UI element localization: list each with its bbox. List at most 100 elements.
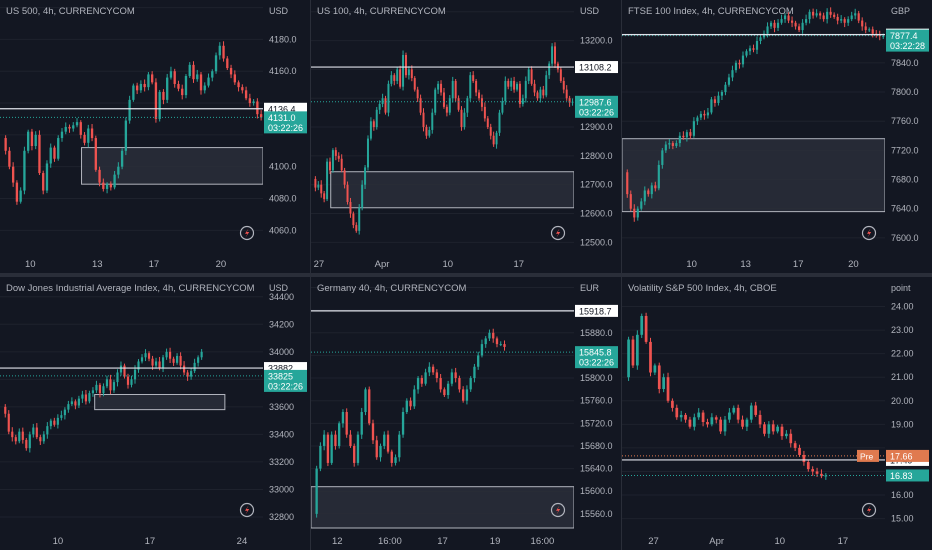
candle-body (657, 164, 660, 189)
lightning-icon[interactable] (550, 502, 566, 518)
zone-rect[interactable] (81, 147, 264, 185)
candle-body (233, 74, 236, 83)
price-axis[interactable] (263, 277, 310, 550)
candle-body (95, 384, 98, 391)
candle-body (381, 98, 384, 104)
candle-body (196, 74, 199, 80)
candle-body (74, 401, 77, 406)
price-axis[interactable] (885, 277, 932, 550)
lightning-icon[interactable] (239, 502, 255, 518)
current-price-text: 4131.0 (268, 113, 296, 123)
x-tick-label: 17 (838, 536, 849, 547)
candle-body (396, 69, 399, 81)
candle-body (824, 475, 828, 477)
x-tick-label: Apr (709, 536, 724, 547)
chart-panel[interactable]: FTSE 100 Index, 4h, CURRENCYCOM GBP 7600.0… (622, 0, 932, 273)
currency-label: point (891, 283, 911, 293)
candle-body (241, 87, 244, 91)
candle-body (771, 424, 775, 432)
chart-title: US 500, 4h, CURRENCYCOM (6, 6, 135, 17)
candle-body (45, 163, 49, 191)
candle-body (489, 127, 492, 136)
chart-title: Volatility S&P 500 Index, 4h, CBOE (628, 283, 777, 294)
chart-panel[interactable]: Dow Jones Industrial Average Index, 4h, … (0, 277, 310, 550)
y-tick-label: 33200 (269, 457, 294, 467)
y-tick-label: 7600.0 (891, 233, 919, 243)
candle-body (640, 315, 644, 335)
x-tick-label: 13 (92, 259, 103, 270)
candle-body (559, 69, 562, 81)
candle-body (762, 33, 766, 38)
x-tick-label: 24 (237, 536, 248, 547)
chart-panel[interactable]: Germany 40, 4h, CURRENCYCOM EUR 15560.0 156… (311, 277, 621, 550)
candle-body (548, 63, 551, 76)
zone-rect[interactable] (330, 171, 575, 209)
panel-divider[interactable] (0, 273, 932, 277)
candle-body (386, 434, 390, 452)
y-tick-label: 4100.0 (269, 162, 297, 172)
pre-price-text: 17.66 (890, 451, 913, 461)
candle-body (140, 357, 144, 362)
price-axis[interactable] (574, 277, 621, 550)
candle-body (352, 213, 355, 226)
x-tick-label: 17 (513, 259, 524, 270)
candle-body (366, 138, 369, 168)
candle-body (179, 355, 182, 366)
candle-body (682, 135, 685, 138)
current-price-text: 12987.6 (579, 97, 612, 107)
candle-body (495, 338, 499, 345)
zone-rect[interactable] (311, 486, 575, 529)
candle-body (439, 378, 442, 390)
candle-body (636, 208, 639, 218)
candle-body (710, 99, 713, 113)
candle-body (416, 89, 419, 99)
candle-body (662, 377, 666, 390)
chart-panel[interactable]: US 100, 4h, CURRENCYCOM USD 12500.0 12600.0… (311, 0, 621, 273)
lightning-icon[interactable] (550, 225, 566, 241)
lightning-icon[interactable] (239, 225, 255, 241)
lightning-icon[interactable] (861, 502, 877, 518)
candle-body (326, 434, 330, 463)
zone-rect[interactable] (622, 138, 886, 213)
candle-body (833, 14, 836, 17)
chart-svg: US 500, 4h, CURRENCYCOM USD 4060.0 4080.0 41… (0, 0, 310, 273)
candle-body (166, 77, 169, 100)
candle-body (30, 131, 34, 146)
candle-body (154, 82, 158, 119)
zone-rect[interactable] (94, 393, 226, 411)
candle-body (135, 85, 139, 91)
candle-body (780, 19, 783, 23)
candle-body (353, 445, 356, 463)
candle-body (120, 150, 124, 167)
current-price-tag (886, 29, 929, 52)
candle-body (847, 19, 850, 23)
candle-body (144, 353, 147, 358)
candle-body (199, 74, 203, 91)
chart-panel[interactable]: US 500, 4h, CURRENCYCOM USD 4060.0 4080.0 41… (0, 0, 310, 273)
candle-body (338, 423, 341, 446)
candle-body (334, 150, 337, 156)
candle-body (635, 334, 639, 366)
candle-body (18, 431, 21, 442)
candle-body (422, 112, 425, 128)
y-tick-label: 7800.0 (891, 87, 919, 97)
candle-body (568, 98, 571, 103)
candle-body (34, 134, 37, 146)
y-tick-label: 7760.0 (891, 116, 919, 126)
hline-price-text: 4136.4 (268, 104, 296, 114)
candle-body (793, 443, 797, 448)
price-axis[interactable] (574, 0, 621, 273)
price-axis[interactable] (263, 0, 310, 273)
candle-body (815, 471, 819, 474)
y-tick-label: 19.00 (891, 419, 914, 429)
current-price-tag (264, 369, 307, 392)
candle-body (56, 417, 59, 425)
candle-body (331, 150, 334, 171)
y-tick-label: 15760.0 (580, 396, 613, 406)
current-price-tag (575, 346, 618, 369)
chart-panel[interactable]: Volatility S&P 500 Index, 4h, CBOE point 1… (622, 277, 932, 550)
candle-body (434, 89, 437, 113)
lightning-icon[interactable] (861, 225, 877, 241)
candle-body (218, 45, 221, 56)
x-tick-label: 17 (145, 536, 156, 547)
